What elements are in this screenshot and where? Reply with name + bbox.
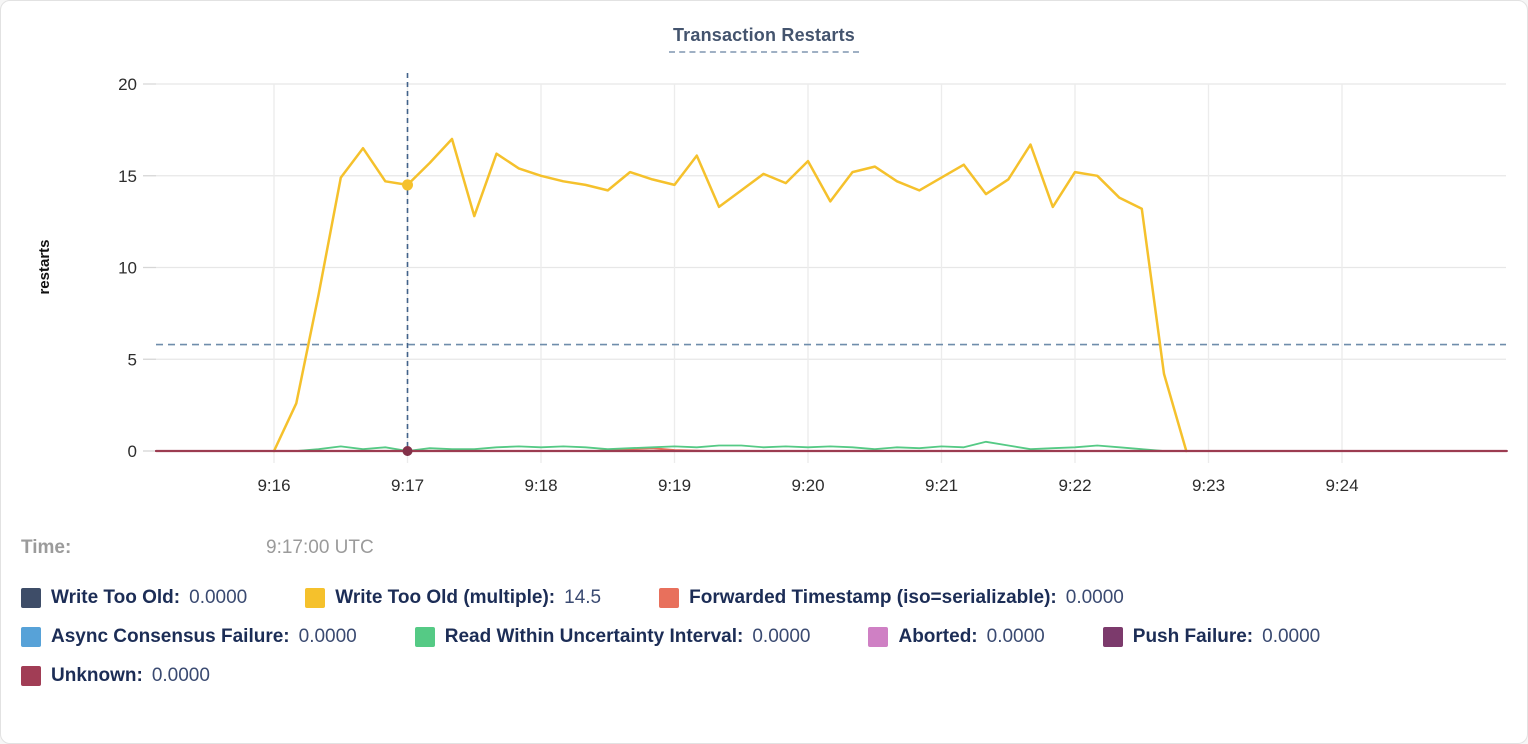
legend-item-value: 0.0000 bbox=[189, 587, 248, 608]
legend-item-value: 0.0000 bbox=[151, 665, 210, 686]
legend-item-value: 0.0000 bbox=[298, 626, 357, 647]
series-color-swatch bbox=[659, 588, 680, 608]
legend-item-value: 0.0000 bbox=[986, 626, 1045, 647]
legend-item-label: Async Consensus Failure: bbox=[51, 626, 290, 647]
x-tick-label: 9:17 bbox=[391, 476, 424, 495]
legend-item-label: Aborted: bbox=[898, 626, 978, 647]
legend-item-label: Read Within Uncertainty Interval: bbox=[444, 626, 744, 647]
legend-item: Async Consensus Failure: 0.0000 bbox=[21, 626, 357, 648]
series-color-swatch bbox=[21, 588, 41, 608]
series-line-write-too-old-multiple bbox=[272, 137, 1188, 453]
chart-legend: Write Too Old: 0.0000 Write Too Old (multi… bbox=[21, 587, 1501, 687]
legend-item: Write Too Old (multiple): 14.5 bbox=[305, 587, 601, 609]
x-tick-label: 9:24 bbox=[1325, 476, 1358, 495]
legend-item: Push Failure: 0.0000 bbox=[1102, 626, 1321, 648]
series-color-swatch bbox=[414, 627, 435, 647]
x-tick-label: 9:21 bbox=[925, 476, 958, 495]
legend-item-label: Unknown: bbox=[51, 665, 143, 686]
legend-item-label: Write Too Old: bbox=[51, 587, 181, 608]
y-tick-label: 10 bbox=[118, 259, 137, 278]
legend-item-value: 0.0000 bbox=[752, 626, 811, 647]
legend-item: Aborted: 0.0000 bbox=[868, 626, 1045, 648]
hover-time-row: Time: 9:17:00 UTC bbox=[21, 537, 374, 559]
series-line-read-within-uncertainty-interval bbox=[273, 440, 1188, 452]
hover-marker bbox=[402, 446, 413, 456]
legend-item: Forwarded Timestamp (iso=serializable): 0… bbox=[659, 587, 1124, 609]
x-tick-label: 9:23 bbox=[1192, 476, 1225, 495]
x-tick-label: 9:16 bbox=[257, 476, 290, 495]
x-tick-label: 9:20 bbox=[791, 476, 824, 495]
legend-item: Read Within Uncertainty Interval: 0.0000 bbox=[414, 626, 811, 648]
legend-item-label: Push Failure: bbox=[1132, 626, 1254, 647]
y-tick-label: 5 bbox=[128, 350, 137, 369]
hover-marker bbox=[402, 179, 413, 191]
legend-item-value: 14.5 bbox=[564, 587, 602, 608]
legend-item-value: 0.0000 bbox=[1262, 626, 1321, 647]
legend-item: Write Too Old: 0.0000 bbox=[21, 587, 247, 609]
legend-item-label: Forwarded Timestamp (iso=serializable): bbox=[689, 587, 1057, 608]
y-tick-label: 20 bbox=[118, 75, 137, 94]
series-color-swatch bbox=[305, 588, 326, 608]
legend-item-label: Write Too Old (multiple): bbox=[335, 587, 556, 608]
series-color-swatch bbox=[868, 627, 889, 647]
transaction-restarts-chart[interactable]: 0 5 10 15 20 9:16 9:17 9:18 9:19 9:20 9:21 9:22 9:23… bbox=[1, 1, 1528, 513]
series-color-swatch bbox=[21, 627, 41, 647]
series-color-swatch bbox=[21, 666, 41, 686]
y-axis-label: restarts bbox=[36, 239, 53, 294]
x-tick-label: 9:22 bbox=[1058, 476, 1091, 495]
time-value: 9:17:00 UTC bbox=[266, 537, 374, 558]
series-color-swatch bbox=[1102, 627, 1123, 647]
legend-item-value: 0.0000 bbox=[1065, 587, 1124, 608]
x-tick-label: 9:18 bbox=[524, 476, 557, 495]
legend-item: Unknown: 0.0000 bbox=[21, 665, 210, 687]
time-label: Time: bbox=[21, 537, 72, 558]
y-tick-label: 15 bbox=[118, 167, 137, 186]
y-tick-label: 0 bbox=[128, 442, 137, 461]
x-tick-label: 9:19 bbox=[658, 476, 691, 495]
